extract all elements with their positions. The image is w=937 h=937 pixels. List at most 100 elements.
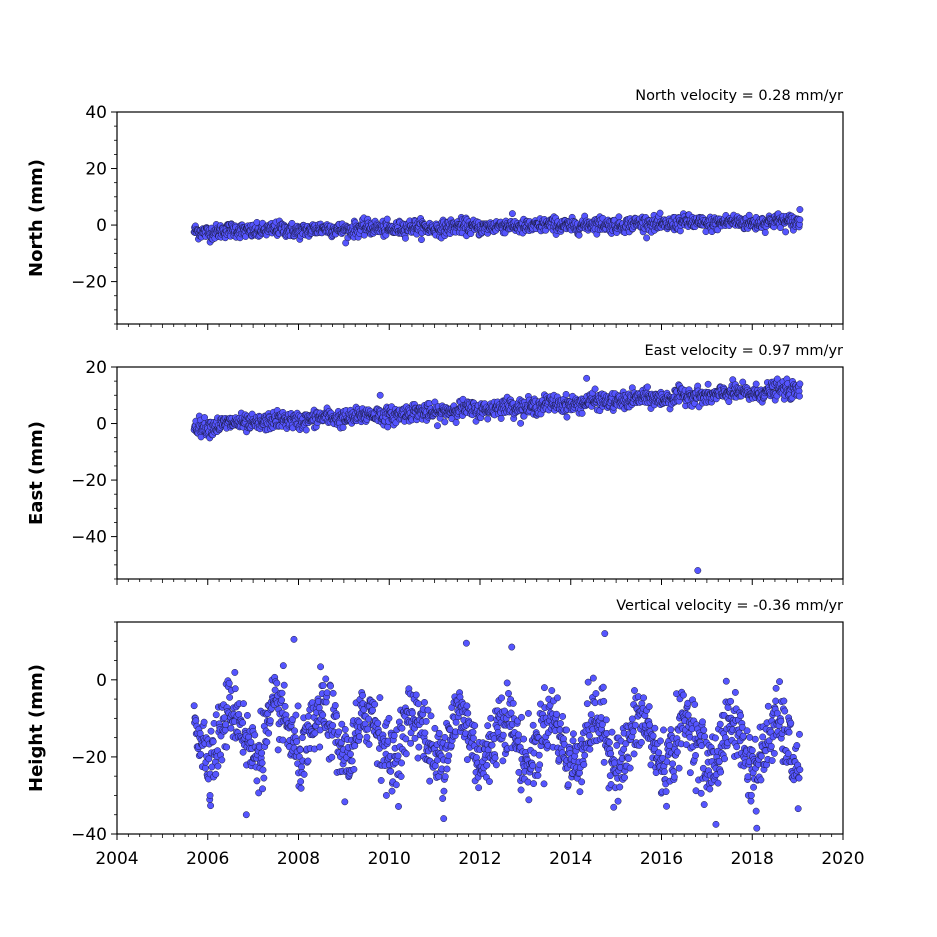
- data-point: [599, 683, 607, 691]
- data-point: [666, 742, 674, 749]
- data-point: [390, 732, 398, 740]
- data-point: [300, 770, 308, 778]
- data-point: [214, 762, 222, 770]
- data-point: [580, 761, 588, 769]
- data-point: [376, 694, 384, 702]
- data-point: [518, 713, 525, 721]
- data-point: [717, 768, 725, 776]
- data-point: [640, 694, 648, 702]
- data-point: [691, 701, 699, 708]
- data-point: [338, 720, 346, 728]
- data-point: [744, 773, 752, 781]
- data-point: [205, 755, 213, 763]
- data-point: [487, 714, 495, 722]
- data-point: [508, 210, 516, 218]
- panel-2: East velocity = 0.97 mm/yr East (mm) 20 0 −2…: [26, 343, 844, 585]
- data-point: [431, 724, 439, 732]
- data-point: [794, 805, 802, 813]
- y-tick-label: 0: [96, 671, 107, 691]
- data-point: [679, 691, 687, 699]
- data-point: [415, 743, 423, 751]
- data-point: [411, 734, 419, 742]
- data-point: [223, 743, 231, 751]
- data-point: [733, 743, 741, 751]
- data-point: [751, 735, 759, 743]
- data-point: [341, 798, 349, 806]
- data-point: [260, 774, 268, 782]
- data-point: [517, 786, 525, 794]
- data-point: [698, 742, 706, 750]
- data-point: [304, 757, 312, 765]
- data-point: [722, 677, 730, 685]
- data-point: [716, 720, 724, 728]
- data-point: [645, 703, 653, 711]
- data-point: [363, 733, 371, 741]
- data-point: [297, 778, 305, 786]
- data-point: [540, 780, 548, 788]
- y-tick-label: 40: [85, 103, 107, 123]
- data-point: [426, 777, 434, 785]
- data-point: [768, 757, 776, 765]
- data-point: [795, 774, 803, 782]
- data-point: [757, 776, 765, 784]
- data-point: [209, 738, 217, 746]
- data-point: [563, 726, 570, 734]
- data-point: [469, 728, 477, 736]
- data-point: [402, 750, 410, 758]
- data-point: [439, 795, 447, 802]
- data-point: [499, 757, 507, 765]
- data-point: [483, 761, 491, 769]
- data-point: [557, 720, 564, 727]
- data-point: [796, 380, 804, 388]
- data-point: [331, 702, 339, 709]
- data-point: [323, 689, 331, 697]
- data-point: [673, 748, 681, 756]
- data-point: [793, 742, 801, 749]
- data-point: [227, 724, 235, 732]
- y-tick-label: 0: [96, 216, 107, 236]
- data-point: [562, 390, 570, 398]
- data-point: [279, 662, 287, 670]
- data-point: [225, 679, 233, 687]
- data-point: [251, 731, 259, 739]
- data-point: [278, 689, 286, 697]
- data-point: [484, 415, 492, 423]
- y-axis-label: Height (mm): [26, 664, 47, 792]
- data-points: [190, 630, 804, 832]
- data-point: [317, 663, 325, 671]
- x-tick-label: 2014: [549, 849, 592, 869]
- data-point: [274, 746, 282, 754]
- data-point: [421, 698, 428, 706]
- data-point: [750, 783, 758, 791]
- data-point: [761, 229, 769, 237]
- data-point: [212, 711, 220, 719]
- data-point: [631, 721, 639, 729]
- x-tick-label: 2004: [95, 849, 138, 869]
- panel-title: North velocity = 0.28 mm/yr: [635, 88, 843, 104]
- data-point: [422, 717, 430, 725]
- data-point: [385, 714, 393, 722]
- data-point: [218, 756, 226, 764]
- data-point: [649, 732, 657, 740]
- data-point: [341, 726, 349, 733]
- data-point: [663, 802, 670, 810]
- data-point: [524, 778, 532, 786]
- data-point: [569, 737, 577, 745]
- data-point: [207, 802, 215, 810]
- data-point: [752, 807, 760, 815]
- data-point: [311, 729, 319, 737]
- data-point: [347, 750, 354, 758]
- data-point: [529, 762, 537, 770]
- x-tick-label: 2020: [821, 849, 864, 869]
- y-tick-label: 20: [85, 160, 107, 180]
- data-point: [377, 777, 385, 784]
- data-point: [586, 732, 593, 740]
- data-point-outlier: [712, 820, 720, 828]
- y-tick-label: −40: [71, 825, 107, 845]
- data-point: [731, 688, 739, 696]
- data-point-outlier: [440, 815, 448, 823]
- data-point-outlier: [290, 635, 298, 643]
- data-points: [190, 206, 804, 247]
- data-point: [335, 728, 343, 736]
- data-point-outlier: [583, 374, 591, 382]
